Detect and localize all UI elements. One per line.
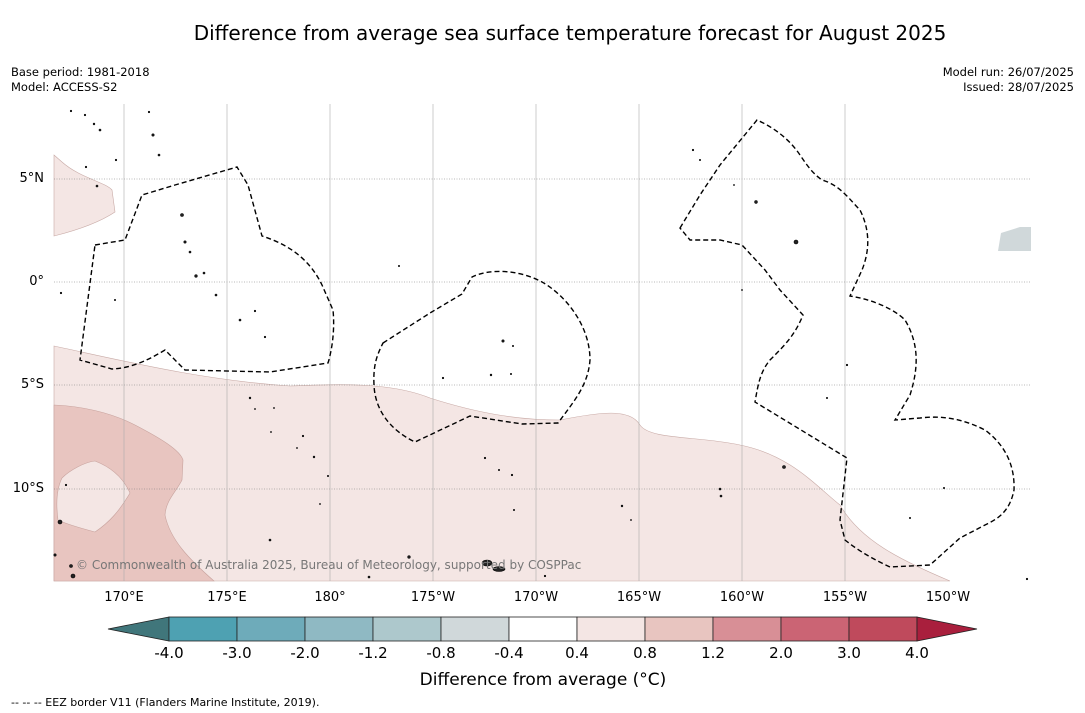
lon-label-170e: 170°E — [104, 590, 144, 605]
lat-label-5s: 5°S — [20, 377, 44, 392]
map-title: Difference from average sea surface temp… — [193, 21, 947, 45]
lat-label-10s: 10°S — [12, 481, 44, 496]
colorbar-tick-label: -1.2 — [358, 644, 388, 662]
model-run: Model run: 26/07/2025 — [942, 65, 1074, 79]
anomaly-region-0.4-0.8-north — [53, 154, 116, 237]
colorbar-tick-label: -3.0 — [222, 644, 252, 662]
lon-label-175w: 175°W — [410, 590, 456, 605]
colorbar-tick-label: 3.0 — [837, 644, 861, 662]
colorbar-tick-label: 0.4 — [565, 644, 589, 662]
model-name: Model: ACCESS-S2 — [11, 80, 118, 94]
eez-border-phoenix — [373, 270, 591, 443]
colorbar-label: Difference from average (°C) — [419, 670, 667, 690]
lat-label-5n: 5°N — [19, 171, 45, 186]
eez-legend-footnote: -- -- -- EEZ border V11 (Flanders Marine… — [11, 696, 320, 709]
lon-label-165w: 165°W — [616, 590, 662, 605]
colorbar-tick-label: 0.8 — [633, 644, 657, 662]
islands — [53, 109, 1029, 581]
lon-label-160w: 160°W — [719, 590, 765, 605]
eez-border-line-islands — [679, 119, 1015, 568]
copyright-notice: © Commonwealth of Australia 2025, Bureau… — [76, 558, 582, 572]
meta-left: Base period: 1981-2018 Model: ACCESS-S2 — [11, 65, 150, 95]
colorbar-tick-label: -0.8 — [426, 644, 456, 662]
colorbar-tick-label: -4.0 — [154, 644, 184, 662]
eez-border-kiribati-gilbert — [79, 166, 335, 373]
colorbar-tick-label: 2.0 — [769, 644, 793, 662]
colorbar-tick-label: 1.2 — [701, 644, 725, 662]
colorbar-tick-label: -2.0 — [290, 644, 320, 662]
colorbar-tick-label: -0.4 — [494, 644, 524, 662]
lon-label-180: 180° — [314, 590, 346, 605]
issued-date: Issued: 28/07/2025 — [963, 80, 1074, 94]
lon-label-175e: 175°E — [207, 590, 247, 605]
lon-label-155w: 155°W — [822, 590, 868, 605]
anomaly-region-cool — [998, 227, 1031, 251]
lat-label-0: 0° — [29, 274, 44, 289]
colorbar-tick-label: 4.0 — [905, 644, 929, 662]
eez-borders — [79, 119, 1015, 568]
lon-label-150w: 150°W — [925, 590, 971, 605]
lon-label-170w: 170°W — [513, 590, 559, 605]
anomaly-region-0.8-1.2 — [53, 404, 215, 582]
anomaly-region-0.4-0.8 — [53, 345, 951, 582]
base-period: Base period: 1981-2018 — [11, 65, 150, 79]
meta-right: Model run: 26/07/2025 Issued: 28/07/2025 — [943, 65, 1074, 95]
